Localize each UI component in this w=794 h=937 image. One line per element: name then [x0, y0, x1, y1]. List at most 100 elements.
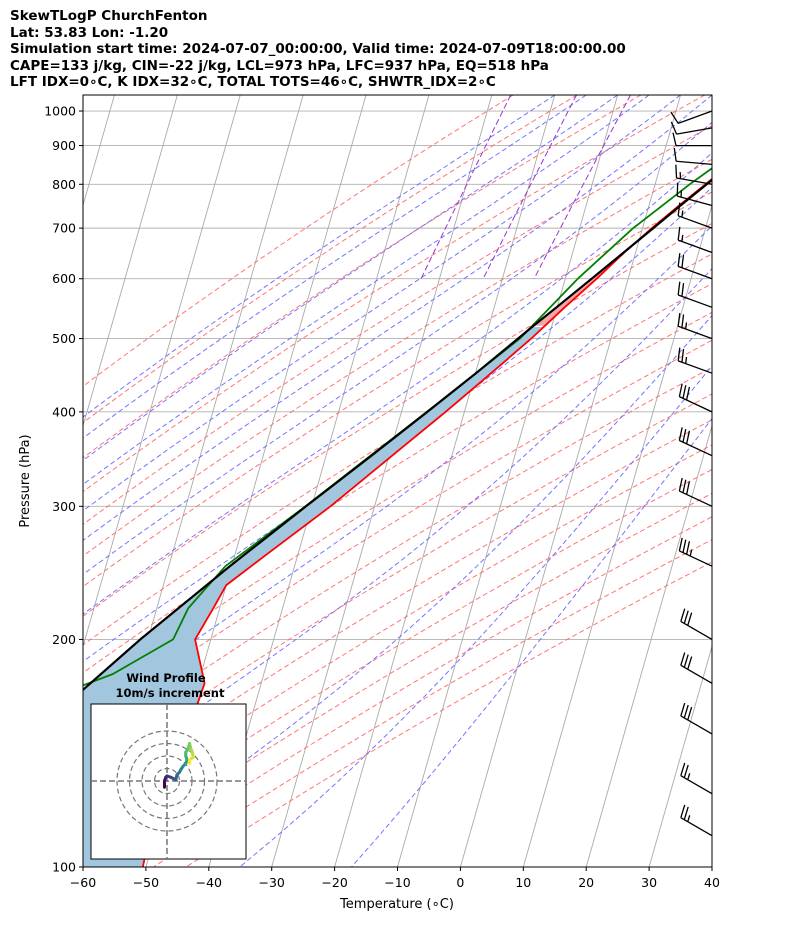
y-tick-label: 800: [52, 177, 76, 192]
barb-flag: [683, 764, 689, 778]
axes: −60 −50 −40 −30 −20 −10 0 10 20 30 40 100 200 300 400 5…: [44, 104, 720, 890]
dry-adiabat: [83, 311, 712, 701]
cape-line: CAPE=133 j/kg, CIN=-22 j/kg, LCL=973 hPa…: [10, 57, 549, 74]
barb-staff: [677, 239, 713, 254]
moist-adiabat: [83, 95, 650, 485]
isotherm: [522, 203, 712, 867]
y-tick-label: 200: [52, 632, 76, 647]
wind-barb: [680, 608, 713, 640]
barb-flag: [670, 111, 679, 124]
y-tick-label: 300: [52, 499, 76, 514]
wind-barb: [670, 121, 713, 135]
mixing-ratio-line: [420, 95, 512, 279]
chart-header: SkewTLogP ChurchFenton Lat: 53.83 Lon: -…: [10, 8, 626, 91]
isotherm: [271, 95, 493, 867]
parcel-line: [83, 178, 712, 692]
time-line: Simulation start time: 2024-07-07_00:00:…: [10, 41, 626, 58]
mixing-ratio-line: [482, 95, 577, 279]
x-tick-label: −30: [259, 875, 285, 890]
x-tick-label: 30: [641, 875, 657, 890]
moist-adiabat: [83, 95, 618, 462]
barb-flag: [687, 612, 693, 626]
barb-flag: [670, 121, 678, 135]
wind-barb: [675, 164, 713, 185]
y-tick-label: 900: [52, 138, 76, 153]
dry-adiabat: [83, 95, 578, 424]
barb-flag: [680, 652, 686, 666]
barb-flag: [685, 430, 691, 444]
barb-half-flag: [681, 234, 684, 242]
moist-adiabat: [83, 267, 712, 790]
barb-staff: [679, 439, 713, 457]
barb-flag: [675, 164, 678, 179]
isotherm: [83, 95, 178, 428]
wind-barbs: [670, 110, 713, 837]
wind-barb: [677, 312, 713, 340]
profiles: [83, 167, 712, 867]
barb-flag: [687, 656, 693, 670]
wind-barb: [680, 804, 713, 837]
y-tick-label: 400: [52, 404, 76, 419]
mixing-ratio-line: [533, 95, 631, 279]
wind-barb: [678, 383, 713, 413]
barb-flag: [672, 132, 677, 146]
moist-adiabat: [83, 95, 712, 541]
moist-adiabat: [96, 314, 712, 867]
barb-flag: [680, 804, 686, 818]
dry-adiabat: [83, 222, 712, 617]
barb-flag: [681, 283, 685, 297]
barb-flag: [680, 608, 686, 622]
barb-flag: [678, 537, 683, 552]
isotherm: [775, 95, 794, 867]
barb-staff: [676, 160, 713, 166]
barb-flag: [680, 762, 686, 776]
dry-adiabat: [83, 191, 712, 588]
barb-staff: [680, 715, 713, 735]
moist-adiabat: [83, 95, 587, 439]
barb-flag: [682, 539, 687, 553]
wind-barb: [678, 427, 713, 457]
barb-flag: [677, 226, 681, 241]
barb-flag: [677, 202, 681, 216]
y-tick-label: 500: [52, 331, 76, 346]
background-lines: [83, 95, 794, 867]
barb-flag: [681, 254, 685, 268]
barb-half-flag: [681, 210, 684, 218]
x-tick-label: −60: [70, 875, 96, 890]
x-tick-label: 40: [704, 875, 720, 890]
barb-staff: [680, 620, 713, 640]
barb-staff: [679, 396, 713, 413]
wind-barb: [678, 537, 713, 567]
wind-barb: [677, 202, 713, 229]
isotherm: [334, 95, 556, 867]
barb-half-flag: [687, 773, 691, 780]
barb-staff: [677, 215, 713, 229]
indices-line: LFT IDX=0∘C, K IDX=32∘C, TOTAL TOTS=46∘C…: [10, 74, 496, 91]
barb-staff: [677, 110, 713, 124]
dry-adiabat: [153, 539, 712, 867]
barb-staff: [677, 360, 713, 374]
isotherm: [83, 95, 241, 649]
moist-adiabat: [83, 95, 681, 512]
barb-flag: [685, 386, 691, 401]
barb-staff: [680, 817, 713, 837]
isotherm: [459, 95, 681, 867]
moist-adiabat: [83, 95, 556, 418]
wind-barb: [677, 226, 713, 254]
moist-adiabat: [239, 365, 712, 867]
isotherm: [711, 865, 712, 867]
barb-flag: [683, 704, 689, 719]
barb-half-flag: [687, 815, 691, 822]
y-axis-label: Pressure (hPa): [18, 434, 33, 527]
wind-barb: [680, 702, 713, 735]
isotherm: [397, 95, 619, 867]
hodograph-title: Wind Profile: [126, 671, 206, 685]
x-tick-label: −50: [133, 875, 159, 890]
barb-half-flag: [685, 322, 688, 330]
barb-half-flag: [689, 549, 693, 557]
y-tick-label: 700: [52, 221, 76, 236]
wind-barb: [677, 281, 713, 308]
barb-flag: [677, 312, 681, 327]
wind-barb: [676, 182, 713, 207]
